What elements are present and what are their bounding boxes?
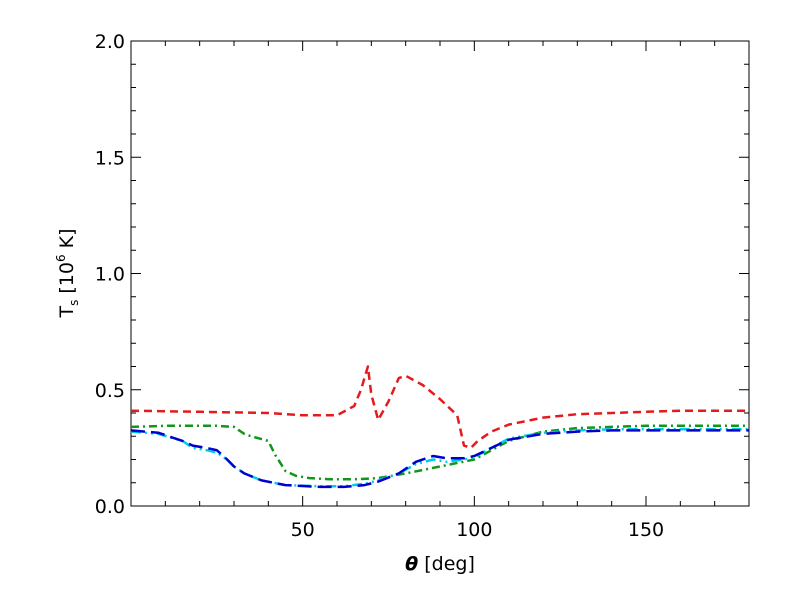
- y-tick-label: 2.0: [95, 31, 125, 53]
- y-axis-label-main: T: [56, 306, 78, 319]
- axis-ticks: [131, 41, 749, 506]
- series-line-2: [130, 424, 749, 481]
- y-tick-label: 0.5: [95, 380, 125, 402]
- y-tick-label: 0.0: [95, 496, 125, 518]
- x-tick-label: 150: [628, 519, 664, 541]
- series-line-3: [130, 428, 749, 488]
- series-line-4: [130, 429, 749, 489]
- x-axis-label: θ [deg]: [405, 553, 475, 575]
- x-axis-label-symbol: θ: [405, 553, 418, 575]
- y-axis-label-sub: s: [67, 300, 81, 306]
- x-tick-label: 50: [291, 519, 315, 541]
- y-tick-label: 1.0: [95, 264, 125, 286]
- plot-frame: [130, 40, 750, 507]
- x-tick-label: 100: [456, 519, 492, 541]
- y-axis-label-open: [10: [56, 262, 78, 300]
- y-tick-label: 1.5: [95, 147, 125, 169]
- y-axis-label-close: K]: [56, 228, 78, 254]
- tick-labels: 50 100 150 0.0 0.5 1.0 1.5 2.0: [95, 31, 664, 541]
- series-group: [130, 365, 749, 489]
- y-axis-label-sup: 6: [54, 254, 68, 262]
- series-line-1: [130, 365, 749, 450]
- x-axis-label-text: [deg]: [418, 553, 475, 575]
- y-axis-label: Ts [106 K]: [54, 228, 81, 318]
